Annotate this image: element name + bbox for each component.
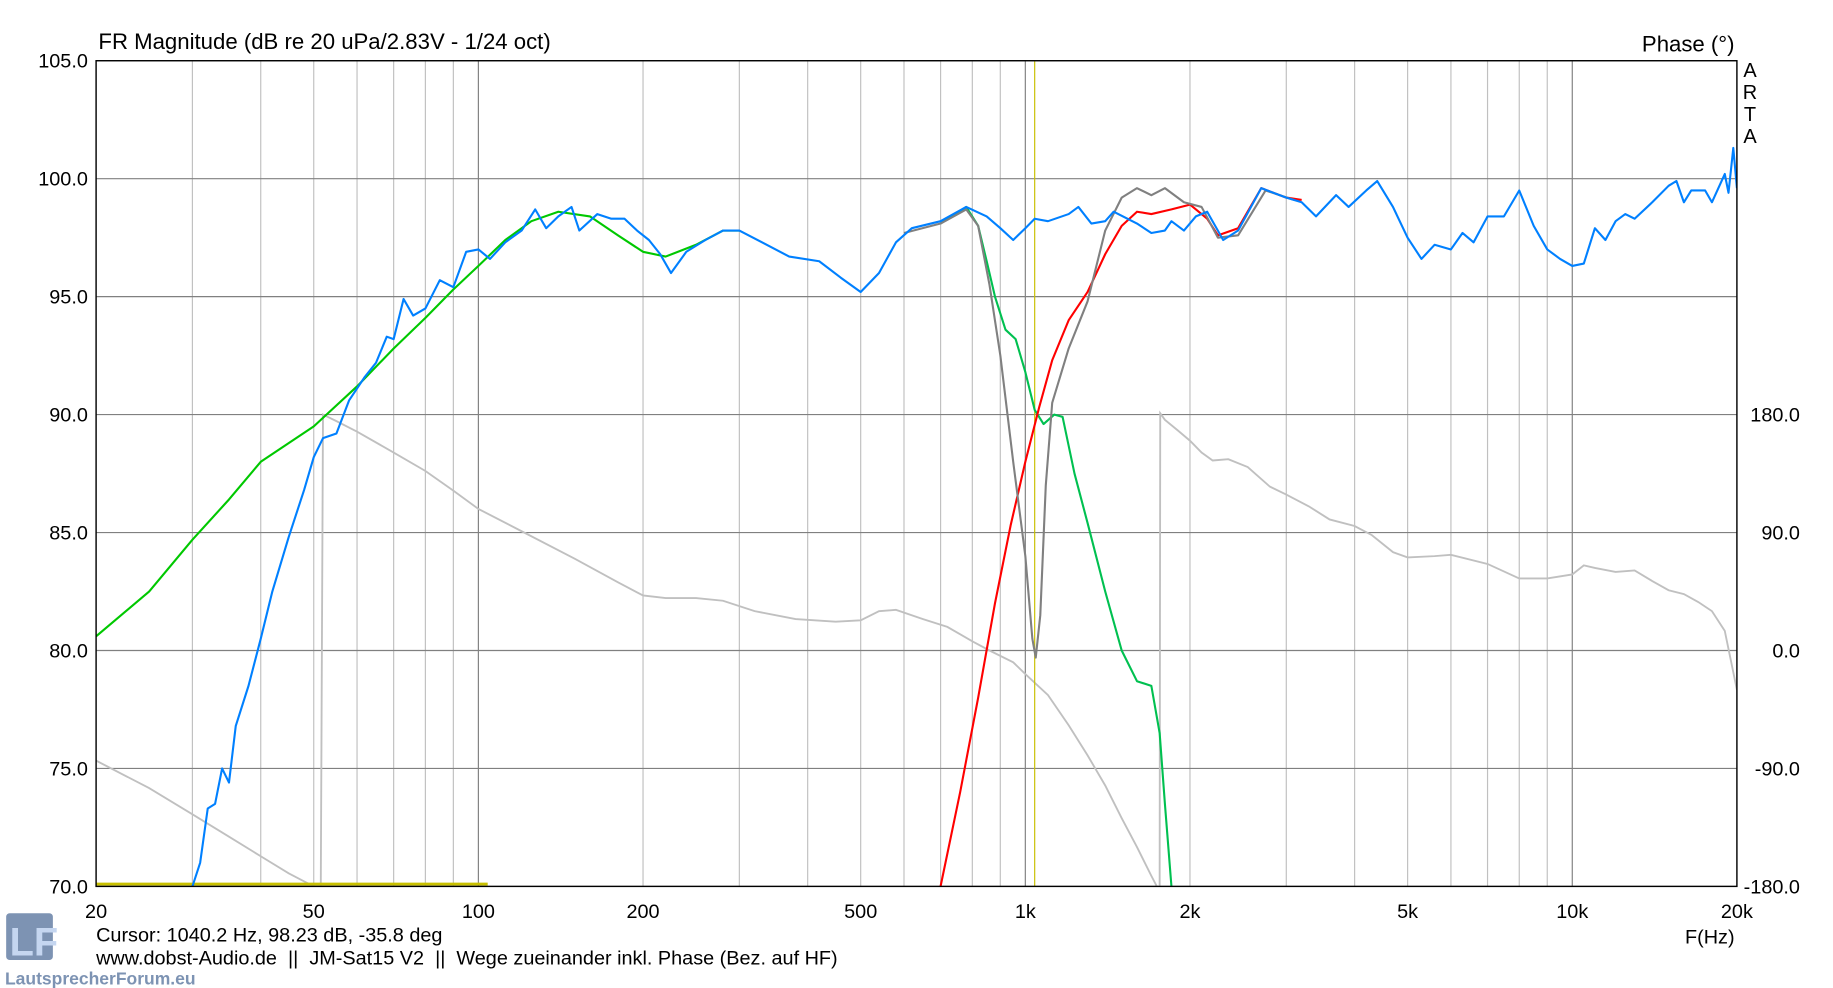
- sum-magnitude-curve: [191, 146, 1737, 887]
- y-tick-label: 105.0: [38, 51, 88, 73]
- lf-magnitude-curve: [96, 210, 740, 638]
- phase-curve: [96, 759, 315, 887]
- y2-tick-label: -90.0: [1755, 758, 1800, 780]
- y-tick-label: 75.0: [49, 758, 88, 780]
- y-tick-label: 85.0: [49, 523, 88, 545]
- cursor-readout: Cursor: 1040.2 Hz, 98.23 dB, -35.8 deg: [96, 924, 442, 946]
- y2-tick-label: -180.0: [1744, 876, 1800, 898]
- y2-tick-label: 0.0: [1772, 640, 1800, 662]
- x-tick-label: 500: [844, 901, 877, 923]
- y-tick-label: 70.0: [49, 876, 88, 898]
- x-tick-label: 100: [462, 901, 495, 923]
- x-tick-label: 10k: [1556, 901, 1588, 923]
- y-tick-label: 90.0: [49, 405, 88, 427]
- inverted-sum-curve: [903, 187, 1295, 659]
- y2-tick-label: 90.0: [1761, 523, 1800, 545]
- lf-magnitude-curve-rolloff: [939, 205, 1173, 887]
- y2-tick-label: 180.0: [1750, 405, 1800, 427]
- x-tick-label: 50: [303, 901, 325, 923]
- phase-axis-title: Phase (°): [1642, 31, 1735, 56]
- x-tick-label: 200: [626, 901, 659, 923]
- caption: www.dobst-Audio.de || JM-Sat15 V2 || Weg…: [95, 948, 838, 970]
- svg-text:LF: LF: [10, 920, 59, 964]
- y-tick-label: 100.0: [38, 169, 88, 191]
- watermark: LautsprecherForum.eu: [5, 968, 196, 988]
- x-axis-label: F(Hz): [1685, 927, 1735, 949]
- x-tick-label: 20: [85, 901, 107, 923]
- arta-brand: ARTA: [1742, 60, 1758, 148]
- phase-curve: [319, 413, 1158, 887]
- grid: [95, 60, 1738, 887]
- chart-title: FR Magnitude (dB re 20 uPa/2.83V - 1/24 …: [98, 29, 550, 54]
- plot-frame: [95, 60, 1738, 888]
- tick-labels: 20 50 100 200 500 1k 2k 5k 10k 20k 105.0 100.0 95.0 9…: [38, 51, 1800, 923]
- curves: [96, 60, 1737, 887]
- phase-curve: [1158, 410, 1737, 887]
- x-tick-label: 20k: [1721, 901, 1753, 923]
- x-tick-label: 5k: [1397, 901, 1418, 923]
- y-tick-label: 95.0: [49, 287, 88, 309]
- x-tick-label: 1k: [1015, 901, 1036, 923]
- x-tick-label: 2k: [1179, 901, 1200, 923]
- y-tick-label: 80.0: [49, 640, 88, 662]
- lf-logo: LF: [6, 913, 58, 964]
- hf-magnitude-curve: [939, 187, 1302, 887]
